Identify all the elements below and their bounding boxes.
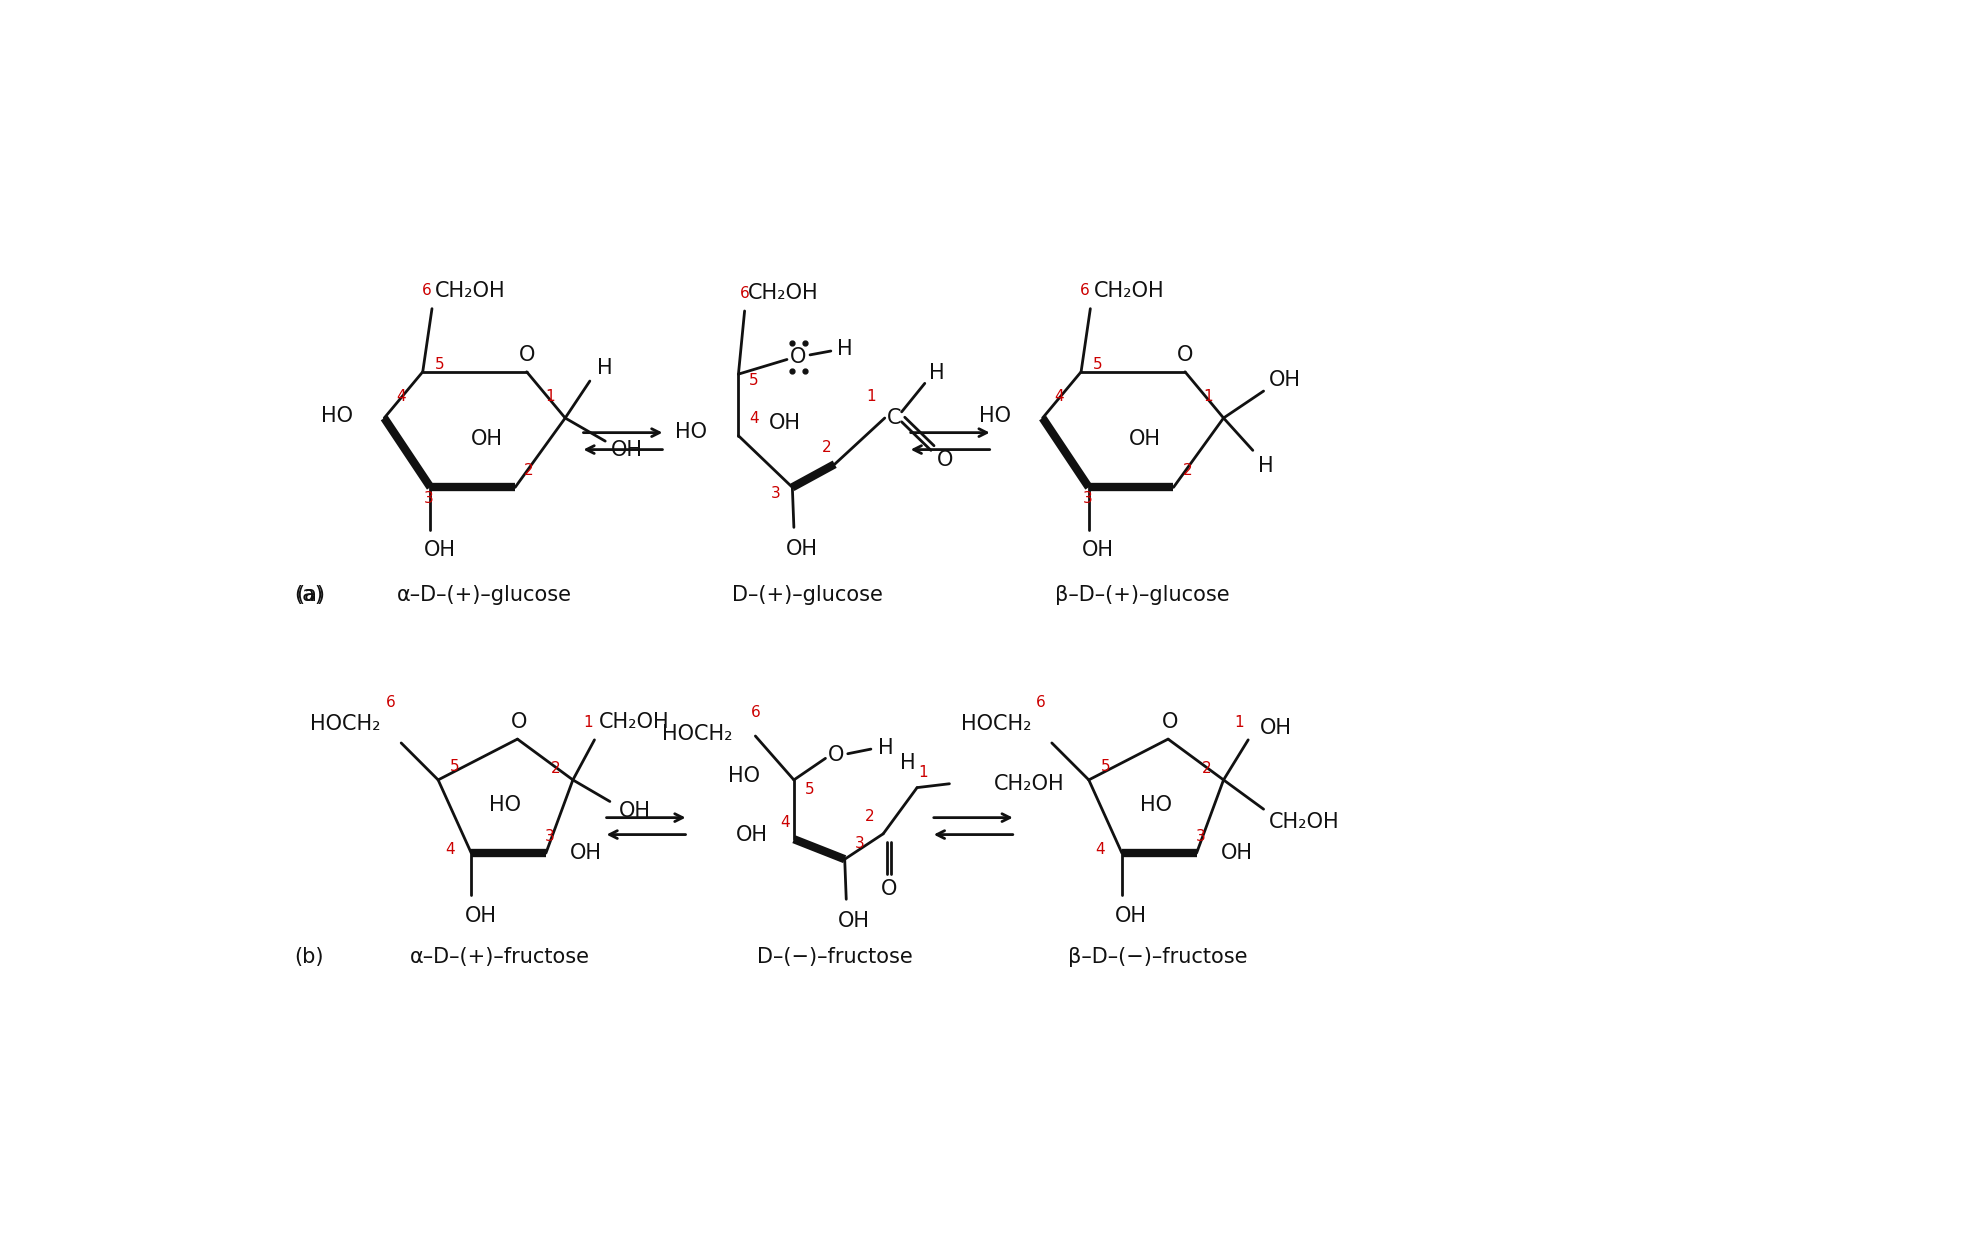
- Text: OH: OH: [769, 413, 801, 433]
- Text: α–D–(+)–fructose: α–D–(+)–fructose: [409, 947, 590, 967]
- Text: O: O: [791, 347, 807, 367]
- Text: OH: OH: [465, 906, 497, 927]
- Text: HO: HO: [1141, 795, 1172, 815]
- Text: OH: OH: [735, 825, 767, 846]
- Text: HO: HO: [320, 407, 352, 427]
- Text: (a): (a): [294, 585, 324, 605]
- Text: 2: 2: [1202, 761, 1212, 776]
- Text: 1: 1: [1234, 714, 1244, 730]
- Text: CH₂OH: CH₂OH: [994, 774, 1065, 794]
- Text: H: H: [837, 340, 852, 360]
- Text: 6: 6: [385, 695, 395, 710]
- Text: HO: HO: [980, 407, 1011, 427]
- Text: O: O: [511, 712, 527, 733]
- Text: 1: 1: [544, 389, 554, 404]
- Text: CH₂OH: CH₂OH: [747, 284, 819, 304]
- Text: 5: 5: [1093, 357, 1103, 372]
- Text: O: O: [1162, 712, 1178, 733]
- Text: OH: OH: [570, 843, 602, 863]
- Text: 2: 2: [1182, 463, 1192, 478]
- Text: 6: 6: [1081, 284, 1089, 299]
- Text: 2: 2: [550, 761, 560, 776]
- Text: OH: OH: [1260, 718, 1292, 738]
- Text: 5: 5: [1101, 759, 1111, 774]
- Text: OH: OH: [618, 801, 650, 821]
- Text: 4: 4: [395, 389, 405, 404]
- Text: 4: 4: [779, 815, 789, 830]
- Text: H: H: [1258, 455, 1274, 475]
- Text: β–D–(+)–glucose: β–D–(+)–glucose: [1055, 585, 1230, 605]
- Text: 4: 4: [445, 842, 455, 857]
- Text: 5: 5: [805, 781, 815, 796]
- Text: OH: OH: [1115, 906, 1146, 927]
- Text: HOCH₂: HOCH₂: [962, 714, 1031, 734]
- Text: β–D–(−)–fructose: β–D–(−)–fructose: [1069, 947, 1248, 967]
- Text: α–D–(+)–glucose: α–D–(+)–glucose: [397, 585, 572, 605]
- Text: 3: 3: [771, 486, 781, 501]
- Text: OH: OH: [1129, 429, 1160, 449]
- Text: 2: 2: [823, 440, 833, 455]
- Text: (b): (b): [294, 947, 324, 967]
- Text: H: H: [900, 753, 916, 773]
- Text: 6: 6: [739, 286, 749, 301]
- Text: H: H: [930, 363, 946, 383]
- Text: 4: 4: [1095, 842, 1105, 857]
- Text: 1: 1: [1204, 389, 1212, 404]
- Text: OH: OH: [610, 440, 642, 460]
- Text: HO: HO: [727, 766, 759, 786]
- Text: HO: HO: [489, 795, 521, 815]
- Text: OH: OH: [1270, 369, 1301, 389]
- Text: H: H: [878, 738, 894, 758]
- Text: 3: 3: [544, 829, 554, 843]
- Text: D–(+)–glucose: D–(+)–glucose: [733, 585, 882, 605]
- Text: HOCH₂: HOCH₂: [662, 724, 733, 744]
- Text: H: H: [598, 358, 614, 378]
- Text: CH₂OH: CH₂OH: [600, 712, 670, 733]
- Text: O: O: [880, 880, 898, 899]
- Text: (a): (a): [296, 585, 326, 605]
- Text: D–(−)–fructose: D–(−)–fructose: [757, 947, 912, 967]
- Text: 4: 4: [1055, 389, 1065, 404]
- Text: O: O: [936, 450, 954, 470]
- Text: OH: OH: [839, 911, 870, 931]
- Text: 6: 6: [421, 284, 431, 299]
- Text: 2: 2: [525, 463, 535, 478]
- Text: 5: 5: [749, 373, 759, 388]
- Text: CH₂OH: CH₂OH: [1270, 812, 1339, 832]
- Text: OH: OH: [471, 429, 503, 449]
- Text: OH: OH: [1083, 540, 1115, 561]
- Text: C: C: [886, 408, 902, 428]
- Text: O: O: [829, 745, 844, 765]
- Text: 5: 5: [451, 759, 459, 774]
- Text: 4: 4: [749, 412, 759, 427]
- Text: OH: OH: [1220, 843, 1252, 863]
- Text: 3: 3: [854, 836, 864, 851]
- Text: 6: 6: [1035, 695, 1045, 710]
- Text: 3: 3: [1196, 829, 1206, 843]
- Text: CH₂OH: CH₂OH: [1093, 281, 1164, 301]
- Text: 1: 1: [918, 765, 928, 780]
- Text: OH: OH: [423, 540, 455, 561]
- Text: O: O: [1176, 345, 1194, 364]
- Text: O: O: [519, 345, 535, 364]
- Text: CH₂OH: CH₂OH: [435, 281, 507, 301]
- Text: 3: 3: [423, 491, 433, 506]
- Text: 1: 1: [866, 389, 876, 404]
- Text: 1: 1: [584, 714, 592, 730]
- Text: 3: 3: [1083, 491, 1093, 506]
- Text: HO: HO: [676, 422, 707, 442]
- Text: HOCH₂: HOCH₂: [310, 714, 382, 734]
- Text: 5: 5: [435, 357, 445, 372]
- Text: 2: 2: [864, 810, 874, 825]
- Text: 6: 6: [751, 705, 761, 720]
- Text: OH: OH: [785, 539, 817, 559]
